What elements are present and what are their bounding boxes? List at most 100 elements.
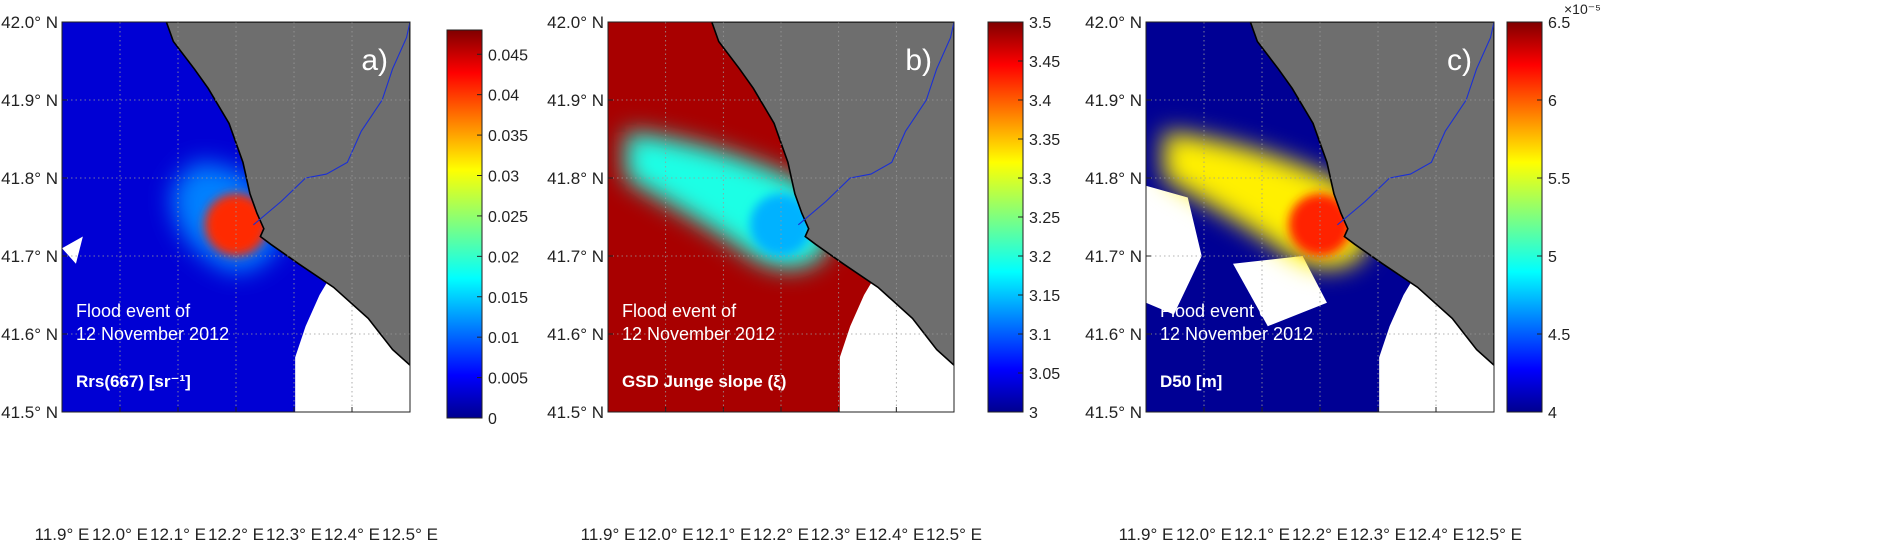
river (797, 22, 954, 226)
lat-tick-label: 42.0° N (1, 13, 58, 32)
colorbar-tick-label: 3.5 (1029, 15, 1051, 32)
colorbar-tick-label: 4.5 (1548, 327, 1570, 344)
lat-tick-label: 41.5° N (1085, 403, 1142, 422)
colorbar (446, 29, 483, 419)
lon-tick-label: 12.4° E (868, 525, 924, 544)
panel-c: 42.0° N 41.9° N 41.8° N 41.7° N 41.6° N 41.5°… (1085, 1, 1601, 544)
land (1249, 22, 1494, 367)
colorbar-tick-label: 0.045 (488, 47, 528, 64)
lat-tick-label: 41.7° N (547, 247, 604, 266)
lon-tick-label: 12.1° E (150, 525, 206, 544)
land (165, 22, 410, 367)
lat-tick-label: 42.0° N (547, 13, 604, 32)
colorbar-tick-label: 3.35 (1029, 132, 1060, 149)
grid (62, 22, 410, 412)
lat-tick-label: 41.7° N (1085, 247, 1142, 266)
lon-tick-label: 12.4° E (1408, 525, 1464, 544)
event-title-line1: Flood event of (76, 301, 191, 321)
lon-tick-label: 11.9° E (581, 525, 636, 544)
colorbar (987, 21, 1024, 413)
lat-tick-label: 41.6° N (547, 325, 604, 344)
grid (1146, 22, 1494, 412)
colorbar-tick-label: 0.035 (488, 128, 528, 145)
lon-tick-label: 12.1° E (1234, 525, 1290, 544)
event-title-line1: Flood event of (622, 301, 737, 321)
lon-tick-label: 12.5° E (382, 525, 438, 544)
river (253, 22, 410, 226)
lat-tick-label: 41.6° N (1, 325, 58, 344)
lat-tick-label: 41.8° N (547, 169, 604, 188)
colorbar-tick-label: 3.15 (1029, 288, 1060, 305)
lat-tick-label: 41.9° N (1085, 91, 1142, 110)
lon-tick-label: 12.3° E (266, 525, 322, 544)
lon-tick-label: 12.0° E (1176, 525, 1232, 544)
lon-tick-label: 12.1° E (695, 525, 751, 544)
map-area (1146, 22, 1494, 412)
colorbar-tick-label: 0.01 (488, 330, 519, 347)
no-data-mask (839, 271, 954, 412)
lat-tick-label: 41.5° N (1, 403, 58, 422)
lat-tick-label: 41.7° N (1, 247, 58, 266)
no-data-mask (1379, 271, 1494, 412)
colorbar-tick-label: 0.025 (488, 209, 528, 226)
map-area (62, 22, 410, 412)
colorbar-tick-label: 0 (488, 411, 497, 428)
colorbar-tick-label: 3.1 (1029, 327, 1051, 344)
lon-tick-label: 12.4° E (324, 525, 380, 544)
colorbar-tick-label: 0.015 (488, 290, 528, 307)
lat-tick-label: 41.6° N (1085, 325, 1142, 344)
lon-tick-label: 12.3° E (811, 525, 867, 544)
lon-tick-label: 12.0° E (92, 525, 148, 544)
colorbar-tick-label: 4 (1548, 405, 1557, 422)
lat-tick-label: 41.9° N (547, 91, 604, 110)
panel-label: a) (361, 44, 388, 77)
panel-label: b) (905, 44, 932, 77)
colorbar-tick-label: 6 (1548, 93, 1557, 110)
variable-label: D50 [m] (1160, 372, 1222, 391)
colorbar-tick-label: 3.2 (1029, 249, 1051, 266)
lon-tick-label: 11.9° E (35, 525, 90, 544)
lon-tick-label: 12.2° E (208, 525, 264, 544)
panel-b: 42.0° N 41.9° N 41.8° N 41.7° N 41.6° N 41.5°… (547, 13, 1060, 544)
lon-tick-label: 12.2° E (753, 525, 809, 544)
lat-tick-label: 41.8° N (1, 169, 58, 188)
colorbar-tick-label: 3.05 (1029, 366, 1060, 383)
lon-tick-label: 12.3° E (1350, 525, 1406, 544)
lat-tick-label: 41.8° N (1085, 169, 1142, 188)
land (710, 22, 954, 367)
colorbar (1506, 21, 1543, 413)
map-area (608, 22, 954, 412)
no-data-mask (1146, 185, 1202, 315)
colorbar-tick-label: 3 (1029, 405, 1038, 422)
event-title-line2: 12 November 2012 (76, 324, 229, 344)
panel-a: 42.0° N 41.9° N 41.8° N 41.7° N 41.6° N 41.5°… (1, 13, 528, 544)
lon-tick-label: 12.2° E (1292, 525, 1348, 544)
variable-label: Rrs(667) [sr⁻¹] (76, 372, 191, 391)
lon-tick-label: 12.5° E (926, 525, 982, 544)
event-title-line2: 12 November 2012 (622, 324, 775, 344)
lon-tick-label: 12.5° E (1466, 525, 1522, 544)
colorbar-exponent: ×10⁻⁵ (1564, 1, 1601, 17)
lat-tick-label: 41.9° N (1, 91, 58, 110)
no-data-mask (1233, 256, 1327, 327)
colorbar-tick-label: 0.03 (488, 169, 519, 186)
colorbar-tick-label: 0.02 (488, 249, 519, 266)
lat-tick-label: 41.5° N (547, 403, 604, 422)
event-title-line2: 12 November 2012 (1160, 324, 1313, 344)
colorbar-tick-label: 5.5 (1548, 171, 1570, 188)
colorbar-tick-label: 0.005 (488, 371, 528, 388)
colorbar-tick-label: 3.3 (1029, 171, 1051, 188)
river (1337, 22, 1494, 226)
grid (608, 22, 954, 412)
lat-tick-label: 42.0° N (1085, 13, 1142, 32)
colorbar-tick-label: 0.04 (488, 88, 519, 105)
variable-label: GSD Junge slope (ξ) (622, 372, 786, 391)
no-data-mask (295, 271, 410, 412)
colorbar-tick-label: 3.25 (1029, 210, 1060, 227)
no-data-mask (62, 236, 83, 264)
event-title-line1: Flood event of (1160, 301, 1275, 321)
panel-label: c) (1447, 44, 1472, 77)
lon-tick-label: 12.0° E (638, 525, 694, 544)
colorbar-tick-label: 6.5 (1548, 15, 1570, 32)
